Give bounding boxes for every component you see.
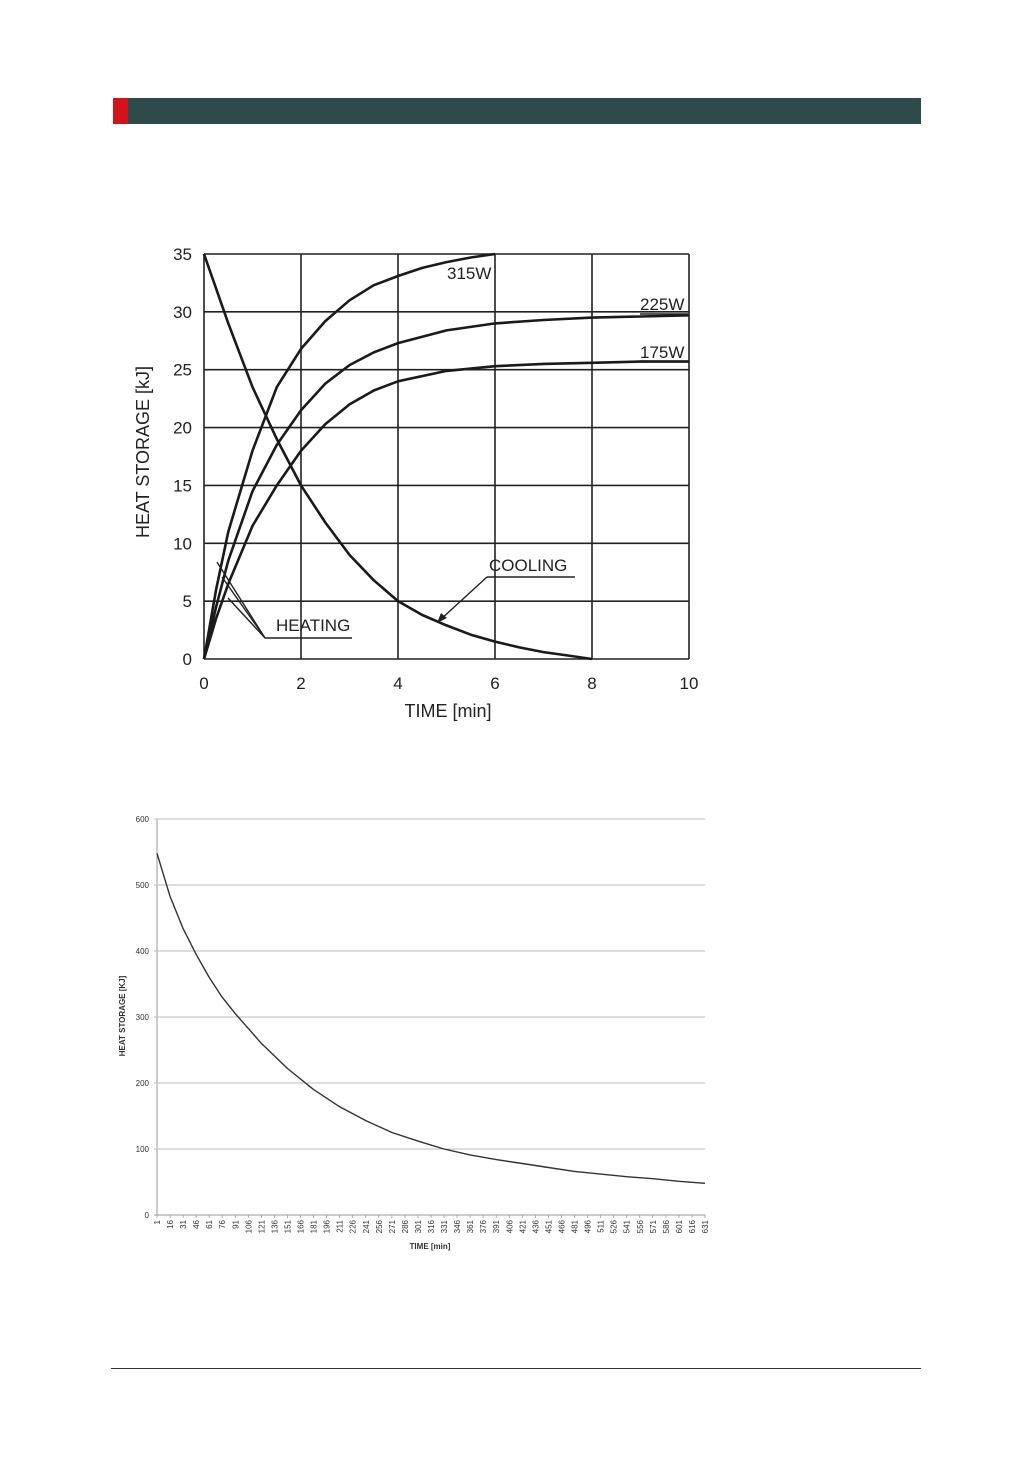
chart2-x-tick-226: 226 — [349, 1219, 358, 1233]
heat-storage-decay-chart: 0 100 200 300 400 500 600 1 16 31 46 61 76 91 106 121 13… — [118, 815, 710, 1251]
chart2-x-tick-121: 121 — [257, 1219, 266, 1233]
chart2-series-decay — [156, 853, 706, 1184]
chart2-x-tick-481: 481 — [571, 1219, 580, 1233]
chart1-series-225w — [202, 314, 690, 660]
chart1-series — [202, 252, 690, 661]
chart1-y-tick-30: 30 — [173, 303, 192, 322]
chart2-y-tick-400: 400 — [136, 947, 150, 956]
chart1-y-tick-0: 0 — [183, 650, 192, 669]
chart2-x-tick-1: 1 — [153, 1219, 162, 1224]
chart2-x-tick-241: 241 — [362, 1219, 371, 1233]
chart1-y-tick-25: 25 — [173, 361, 192, 380]
chart2-x-tick-571: 571 — [649, 1219, 658, 1233]
chart1-grid — [203, 253, 690, 660]
chart1-x-tick-2: 2 — [296, 674, 305, 693]
label-315w: 315W — [447, 264, 491, 283]
chart2-x-tick-61: 61 — [205, 1219, 214, 1228]
chart2-x-tick-181: 181 — [310, 1219, 319, 1233]
chart2-grid — [154, 818, 706, 1218]
chart1-x-tick-6: 6 — [490, 674, 499, 693]
chart2-x-tick-586: 586 — [662, 1219, 671, 1233]
chart2-x-tick-31: 31 — [179, 1219, 188, 1228]
chart2-x-tick-466: 466 — [557, 1219, 566, 1233]
heat-storage-chart: 0 2 4 6 8 10 0 5 10 15 20 25 30 35 TIME [min] HEAT ST… — [133, 245, 698, 721]
chart2-x-tick-391: 391 — [492, 1219, 501, 1233]
chart2-x-tick-256: 256 — [375, 1219, 384, 1233]
chart1-y-axis-label: HEAT STORAGE [kJ] — [133, 366, 153, 538]
chart2-y-axis-label: HEAT STORAGE [KJ] — [118, 975, 127, 1056]
chart2-x-tick-601: 601 — [675, 1219, 684, 1233]
chart2-y-tick-100: 100 — [136, 1145, 150, 1154]
chart1-y-tick-5: 5 — [183, 592, 192, 611]
chart2-x-tick-496: 496 — [584, 1219, 593, 1233]
chart1-y-tick-15: 15 — [173, 476, 192, 495]
label-cooling: COOLING — [489, 556, 567, 575]
chart2-x-tick-541: 541 — [623, 1219, 632, 1233]
chart1-tick-labels: 0 2 4 6 8 10 0 5 10 15 20 25 30 35 — [173, 245, 698, 693]
chart1-x-tick-8: 8 — [587, 674, 596, 693]
chart2-x-tick-331: 331 — [440, 1219, 449, 1233]
chart1-series-315w — [202, 252, 496, 660]
chart2-x-tick-301: 301 — [414, 1219, 423, 1233]
chart2-y-tick-500: 500 — [136, 881, 150, 890]
chart1-x-axis-label: TIME [min] — [404, 701, 491, 721]
chart2-x-tick-151: 151 — [283, 1219, 292, 1233]
chart2-x-tick-46: 46 — [192, 1219, 201, 1228]
footer-rule — [111, 1368, 921, 1369]
label-225w: 225W — [640, 295, 684, 314]
heating-pointer-3 — [227, 597, 266, 639]
chart2-x-tick-76: 76 — [218, 1219, 227, 1228]
chart1-x-tick-0: 0 — [199, 674, 208, 693]
chart2-y-tick-200: 200 — [136, 1079, 150, 1088]
chart2-x-tick-421: 421 — [518, 1219, 527, 1233]
chart2-x-tick-556: 556 — [636, 1219, 645, 1233]
chart2-x-axis-label: TIME [min] — [410, 1242, 451, 1251]
label-175w: 175W — [640, 343, 684, 362]
cooling-pointer — [439, 576, 488, 621]
chart2-x-tick-526: 526 — [610, 1219, 619, 1233]
chart1-x-tick-4: 4 — [393, 674, 402, 693]
cooling-arrowhead — [437, 613, 447, 623]
chart2-x-tick-511: 511 — [597, 1219, 606, 1232]
chart2-x-tick-16: 16 — [166, 1219, 175, 1228]
label-heating: HEATING — [276, 616, 350, 635]
chart2-x-tick-616: 616 — [688, 1219, 697, 1233]
chart2-series — [156, 853, 706, 1184]
chart2-x-tick-631: 631 — [701, 1219, 710, 1233]
chart2-x-tick-211: 211 — [336, 1219, 345, 1232]
heating-pointer-2 — [221, 576, 266, 639]
chart1-y-tick-10: 10 — [173, 534, 192, 553]
chart2-y-tick-0: 0 — [145, 1211, 150, 1220]
chart2-x-tick-196: 196 — [323, 1219, 332, 1233]
chart2-x-tick-166: 166 — [297, 1219, 306, 1233]
chart2-x-tick-286: 286 — [401, 1219, 410, 1233]
chart2-y-tick-600: 600 — [136, 815, 150, 824]
chart2-x-tick-136: 136 — [270, 1219, 279, 1233]
chart2-x-tick-361: 361 — [466, 1219, 475, 1233]
header-accent — [113, 98, 128, 124]
chart2-x-tick-316: 316 — [427, 1219, 436, 1233]
chart2-x-tick-436: 436 — [531, 1219, 540, 1233]
chart2-y-tick-300: 300 — [136, 1013, 150, 1022]
chart1-y-tick-20: 20 — [173, 419, 192, 438]
chart2-tick-labels: 0 100 200 300 400 500 600 1 16 31 46 61 76 91 106 121 13… — [136, 815, 710, 1233]
chart1-series-cooling — [202, 253, 593, 661]
chart2-x-tick-406: 406 — [505, 1219, 514, 1233]
heating-pointer-1 — [216, 561, 266, 639]
chart2-x-tick-91: 91 — [231, 1219, 240, 1228]
chart2-x-tick-346: 346 — [453, 1219, 462, 1233]
chart2-x-tick-451: 451 — [544, 1219, 553, 1233]
chart2-x-tick-106: 106 — [244, 1219, 253, 1233]
chart1-x-tick-10: 10 — [680, 674, 699, 693]
chart2-x-tick-271: 271 — [388, 1219, 397, 1233]
header-bar — [113, 98, 921, 124]
chart1-y-tick-35: 35 — [173, 245, 192, 264]
chart1-series-175w — [202, 360, 689, 660]
chart2-x-tick-376: 376 — [479, 1219, 488, 1233]
